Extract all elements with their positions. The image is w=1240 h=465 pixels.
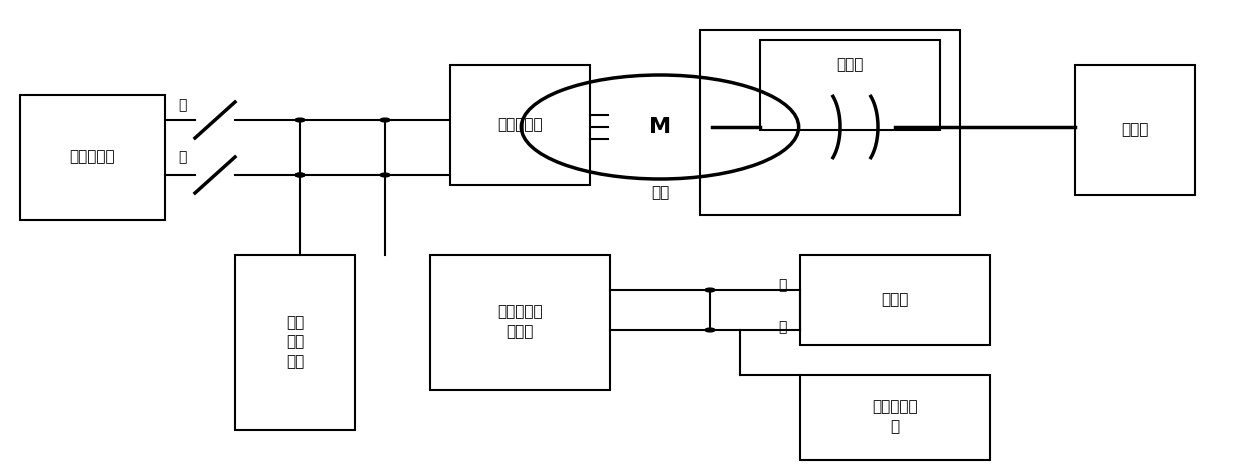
Bar <box>450 65 590 185</box>
Bar <box>800 255 990 345</box>
Text: 负: 负 <box>779 320 787 334</box>
Text: 蓄电池: 蓄电池 <box>882 292 909 307</box>
Bar <box>701 30 960 215</box>
Text: 电机控制器: 电机控制器 <box>497 118 543 133</box>
Text: 负: 负 <box>179 150 186 164</box>
Text: 发动机: 发动机 <box>1121 122 1148 138</box>
Circle shape <box>379 118 389 122</box>
Text: 高压
用电
部件: 高压 用电 部件 <box>286 315 304 369</box>
Bar <box>20 95 165 220</box>
Text: 高压电池包: 高压电池包 <box>69 150 115 165</box>
Circle shape <box>295 173 305 177</box>
Circle shape <box>379 173 389 177</box>
Bar <box>800 375 990 460</box>
Bar <box>430 255 610 390</box>
Text: 正: 正 <box>179 98 186 112</box>
Bar <box>1075 65 1195 195</box>
Text: 电机: 电机 <box>651 186 670 200</box>
Text: 整车低压负
载: 整车低压负 载 <box>872 399 918 434</box>
Text: 正: 正 <box>779 278 787 292</box>
Circle shape <box>706 328 715 332</box>
Text: 变速箱: 变速箱 <box>836 58 864 73</box>
Bar <box>236 255 355 430</box>
Text: 高压转低压
逆变器: 高压转低压 逆变器 <box>497 305 543 339</box>
Circle shape <box>706 288 715 292</box>
Text: M: M <box>649 117 671 137</box>
Circle shape <box>295 173 305 177</box>
Circle shape <box>295 118 305 122</box>
Bar <box>760 40 940 130</box>
